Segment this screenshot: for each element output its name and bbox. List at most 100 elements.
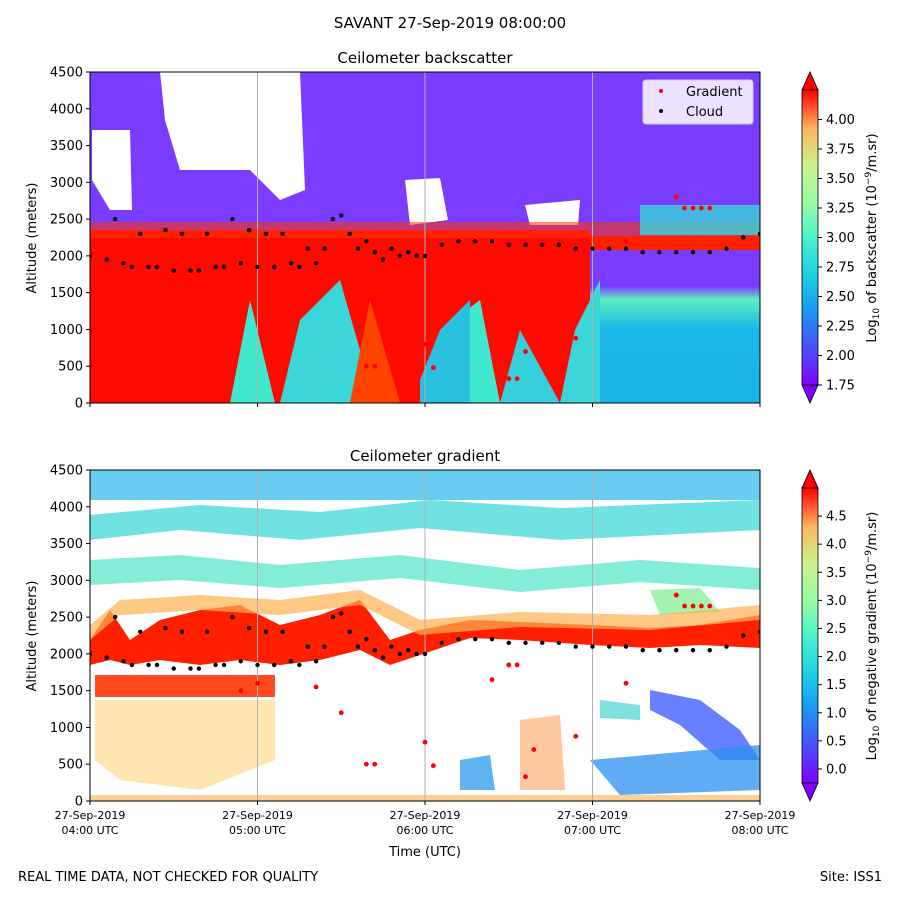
gradient-cloud-point xyxy=(238,659,243,664)
gradient-cloud-point xyxy=(690,648,696,653)
backscatter-colorbar-label: Log10 of backscatter (10−9/m.sr) xyxy=(864,133,882,342)
backscatter-gradient-point xyxy=(514,376,520,382)
backscatter-cloud-point xyxy=(347,231,352,237)
gradient-gradient-point xyxy=(238,688,244,694)
backscatter-cloud-point xyxy=(263,231,269,237)
backscatter-colorbar-tick-label: 2.25 xyxy=(826,320,855,335)
backscatter-cloud-point xyxy=(255,264,260,270)
backscatter-colorbar-tick-label: 3.75 xyxy=(826,143,855,158)
backscatter-cloud-point xyxy=(213,264,218,270)
backscatter-y-axis: 0 500 1000 1500 2000 2500 3000 3500 4000 4500 xyxy=(50,66,90,412)
gradient-cloud-point xyxy=(196,666,202,671)
backscatter-cloud-point xyxy=(205,231,210,237)
backscatter-colorbar-tick-label: 2.00 xyxy=(826,349,855,364)
backscatter-cloud-point xyxy=(364,238,369,244)
gradient-ytick-label: 4500 xyxy=(50,464,83,479)
gradient-cloud-point xyxy=(179,629,185,635)
gradient-cloud-point xyxy=(171,666,176,671)
gradient-cloud-point xyxy=(640,648,645,653)
backscatter-gradient-point xyxy=(506,376,512,382)
gradient-panel: Ceilometer gradient xyxy=(25,447,882,860)
backscatter-cloud-point xyxy=(556,242,562,248)
backscatter-cloud-point xyxy=(138,231,143,237)
backscatter-cloud-point xyxy=(221,264,227,270)
backscatter-series-layer xyxy=(90,194,760,382)
backscatter-cloud-point xyxy=(372,250,377,255)
gradient-cloud-point xyxy=(138,629,143,635)
backscatter-cloud-point xyxy=(540,242,545,248)
gradient-ylabel: Altitude (meters) xyxy=(25,581,40,692)
gradient-gradient-point xyxy=(623,680,629,686)
gradient-colorbar-label: Log10 of negative gradient (10−9/m.sr) xyxy=(864,512,882,761)
gradient-cloud-point xyxy=(456,636,461,642)
backscatter-cloud-point xyxy=(154,264,160,270)
backscatter-gradient-point xyxy=(682,205,688,211)
gradient-cloud-point xyxy=(590,644,595,649)
gradient-ytick-label: 1500 xyxy=(50,684,83,699)
gradient-cloud-point xyxy=(188,666,193,671)
backscatter-gradient-point xyxy=(372,363,378,369)
gradient-cloud-point xyxy=(607,644,612,649)
gradient-ytick-label: 0 xyxy=(75,795,83,810)
backscatter-cloud-point xyxy=(523,242,528,248)
backscatter-cloud-point xyxy=(104,257,109,262)
page-title: SAVANT 27-Sep-2019 08:00:00 xyxy=(333,14,567,32)
gradient-cloud-point xyxy=(246,625,252,631)
backscatter-cloud-point xyxy=(757,231,760,237)
backscatter-colorbar-tick-label: 3.25 xyxy=(826,202,855,217)
gradient-colorbar-tick-label: 2.5 xyxy=(826,622,847,637)
gradient-colorbar-tick-label: 0.0 xyxy=(826,762,847,777)
backscatter-cloud-point xyxy=(196,268,202,273)
gradient-ytick-label: 3000 xyxy=(50,574,83,589)
backscatter-ytick-label: 4000 xyxy=(50,102,83,117)
backscatter-cloud-point xyxy=(657,250,662,255)
gradient-cloud-point xyxy=(90,651,93,657)
legend-gradient-label: Gradient xyxy=(686,85,743,100)
gradient-cloud-point xyxy=(104,655,109,660)
backscatter-gradient-point xyxy=(573,335,579,341)
gradient-gradient-point xyxy=(430,763,436,769)
gradient-cloud-point xyxy=(523,640,528,646)
backscatter-cloud-point xyxy=(623,246,629,251)
gradient-colorbar-tick-label: 0.5 xyxy=(826,734,847,749)
backscatter-cloud-point xyxy=(690,250,696,255)
backscatter-gradient-point xyxy=(707,205,713,211)
gradient-cloud-point xyxy=(121,659,126,664)
gradient-series-layer xyxy=(90,592,760,780)
backscatter-cloud-point xyxy=(297,264,302,270)
gradient-xtick-time: 06:00 UTC xyxy=(396,824,453,837)
gradient-cloud-point xyxy=(406,648,411,653)
backscatter-gradient-point xyxy=(690,205,696,211)
backscatter-cloud-point xyxy=(355,246,361,251)
gradient-cloud-point xyxy=(355,644,361,649)
backscatter-heatmap xyxy=(90,72,760,403)
backscatter-ytick-label: 3000 xyxy=(50,176,83,191)
backscatter-cloud-point xyxy=(389,246,394,251)
gradient-ytick-label: 2500 xyxy=(50,611,83,626)
backscatter-ytick-label: 0 xyxy=(75,397,83,412)
backscatter-cloud-point xyxy=(330,216,336,222)
backscatter-cloud-point xyxy=(674,250,679,255)
gradient-cloud-point xyxy=(297,662,302,668)
backscatter-cloud-point xyxy=(238,261,243,266)
backscatter-gradient-point xyxy=(673,194,679,200)
backscatter-panel: Ceilometer backscatter xyxy=(25,49,882,412)
backscatter-cloud-point xyxy=(129,264,135,270)
backscatter-cloud-point xyxy=(339,213,344,218)
gradient-cloud-point xyxy=(623,644,629,649)
gradient-xtick-time: 04:00 UTC xyxy=(61,824,118,837)
backscatter-cloud-point xyxy=(707,250,712,255)
gradient-colorbar-tick-label: 3.0 xyxy=(826,594,847,609)
gradient-cloud-point xyxy=(280,629,285,635)
gradient-cloud-point xyxy=(322,644,327,649)
backscatter-ytick-label: 500 xyxy=(58,360,83,375)
gradient-colorbar-tick-label: 4.5 xyxy=(826,510,847,525)
backscatter-cloud-point xyxy=(288,261,294,266)
backscatter-ytick-label: 4500 xyxy=(50,66,83,81)
gradient-cloud-point xyxy=(272,662,277,668)
gradient-colorbar: 0.0 0.5 1.0 1.5 2.0 2.5 3.0 3.5 4.0 4.5 Log10 of … xyxy=(801,469,882,802)
gradient-gradient-point xyxy=(698,603,704,609)
backscatter-cloud-point xyxy=(272,264,277,270)
gradient-cloud-point xyxy=(330,614,336,620)
backscatter-colorbar-tick-label: 2.50 xyxy=(826,290,855,305)
